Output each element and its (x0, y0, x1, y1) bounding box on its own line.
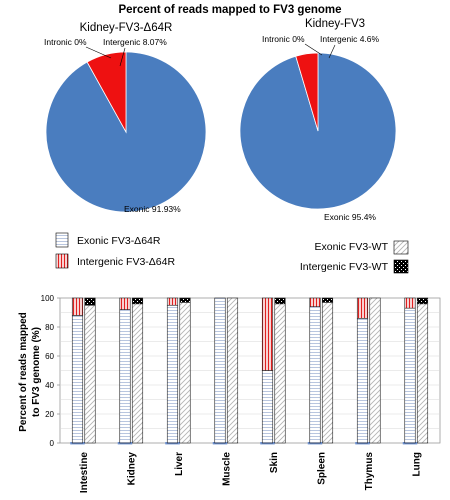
legend-swatch-wt-intergenic (393, 259, 409, 274)
bar-wt-intergenic-liver (179, 297, 191, 303)
bar-delta-exonic-lung (404, 307, 416, 444)
bar-delta-exonic-skin (261, 370, 274, 444)
bar-wt-exonic-lung (416, 303, 429, 444)
x-tick-label-kidney: Kidney (126, 452, 137, 486)
y-axis-label-line2: to FV3 genome (%) (31, 327, 42, 417)
pie-label-intronic-wt: Intronic 0% (262, 34, 305, 44)
pie-label-intergenic-wt: Intergenic 4.6% (320, 34, 380, 44)
y-tick-label: 100 (41, 294, 55, 303)
pie-leader-intergenic-wt (328, 44, 336, 59)
pie-slice-intergenic-delta (86, 51, 127, 134)
x-tick-label-lung: Lung (411, 452, 422, 476)
bar-delta-exonic-muscle (214, 297, 226, 444)
legend-swatch-wt-exonic (393, 240, 409, 255)
legend-swatch-delta-intergenic (55, 253, 69, 269)
bar-wt-exonic-liver (179, 302, 191, 444)
x-tick-label-liver: Liver (174, 452, 185, 476)
bar-wt-exonic-kidney (131, 303, 144, 444)
legend-label-wt-intergenic: Intergenic FV3-WT (300, 261, 389, 273)
pie-label-intronic-delta: Intronic 0% (44, 37, 87, 47)
pie-subtitle-wt: Kidney-FV3 (305, 18, 365, 30)
bar-delta-intergenic-liver (166, 297, 179, 306)
bar-wt-intergenic-skin (274, 297, 286, 305)
pie-leader-intronic-wt (304, 43, 323, 56)
pie-chart-wt: Kidney-FV3 Intronic 0% Intergenic 4.6% E… (239, 18, 397, 222)
bar-delta-intergenic-intestine (71, 297, 84, 316)
pie-label-exonic-wt: Exonic 95.4% (324, 212, 376, 222)
bar-delta-intergenic-thymus (356, 297, 369, 319)
chart-title: Percent of reads mapped to FV3 genome (118, 4, 341, 16)
bar-wt-intergenic-kidney (131, 297, 144, 305)
bar-delta-exonic-thymus (356, 317, 369, 444)
x-tick-label-muscle: Muscle (221, 452, 232, 486)
x-tick-label-spleen: Spleen (316, 452, 327, 485)
y-tick-label: 20 (45, 410, 54, 419)
bar-wt-intergenic-spleen (321, 297, 334, 303)
bar-wt-intergenic-lung (416, 297, 429, 305)
bar-delta-intergenic-skin (261, 297, 274, 371)
y-tick-label: 60 (45, 352, 54, 361)
x-tick-label-skin: Skin (269, 452, 280, 473)
bar-chart: Percent of reads mapped to FV3 genome (%… (18, 294, 441, 494)
pie-chart-delta: Kidney-FV3-Δ64R Intronic 0% Intergenic 8… (44, 22, 207, 214)
legend-label-wt-exonic: Exonic FV3-WT (314, 241, 388, 253)
bar-delta-exonic-liver (166, 304, 179, 444)
y-axis-label-line1: Percent of reads mapped (18, 312, 29, 431)
y-tick-label: 0 (50, 439, 55, 448)
bar-wt-exonic-muscle (226, 297, 239, 444)
y-tick-label: 80 (45, 323, 54, 332)
x-tick-label-thymus: Thymus (364, 452, 375, 491)
bar-delta-intergenic-kidney (119, 297, 131, 310)
legend: Exonic FV3-Δ64R Intergenic FV3-Δ64R Exon… (55, 232, 409, 274)
legend-swatch-delta-exonic (55, 232, 69, 248)
bar-wt-intergenic-intestine (84, 297, 96, 306)
bar-wt-exonic-thymus (369, 297, 381, 444)
pie-leader-intergenic-delta (119, 47, 126, 67)
pie-label-intergenic-delta: Intergenic 8.07% (103, 37, 167, 47)
pie-subtitle-delta: Kidney-FV3-Δ64R (80, 22, 173, 34)
bar-wt-exonic-skin (274, 303, 286, 444)
bar-wt-exonic-intestine (84, 304, 96, 444)
legend-label-delta-exonic: Exonic FV3-Δ64R (77, 235, 161, 247)
bar-delta-intergenic-spleen (309, 297, 321, 307)
pie-label-exonic-delta: Exonic 91.93% (124, 204, 181, 214)
y-tick-label: 40 (45, 381, 54, 390)
bar-delta-exonic-spleen (309, 306, 321, 444)
bar-wt-exonic-spleen (321, 302, 334, 444)
pie-leader-intronic-delta (85, 46, 112, 59)
bar-delta-exonic-kidney (119, 309, 131, 444)
bar-delta-intergenic-lung (404, 297, 416, 309)
x-tick-label-intestine: Intestine (79, 452, 90, 494)
legend-label-delta-intergenic: Intergenic FV3-Δ64R (77, 256, 175, 268)
bar-delta-exonic-intestine (71, 315, 84, 444)
pie-slice-intergenic-wt (295, 52, 319, 132)
